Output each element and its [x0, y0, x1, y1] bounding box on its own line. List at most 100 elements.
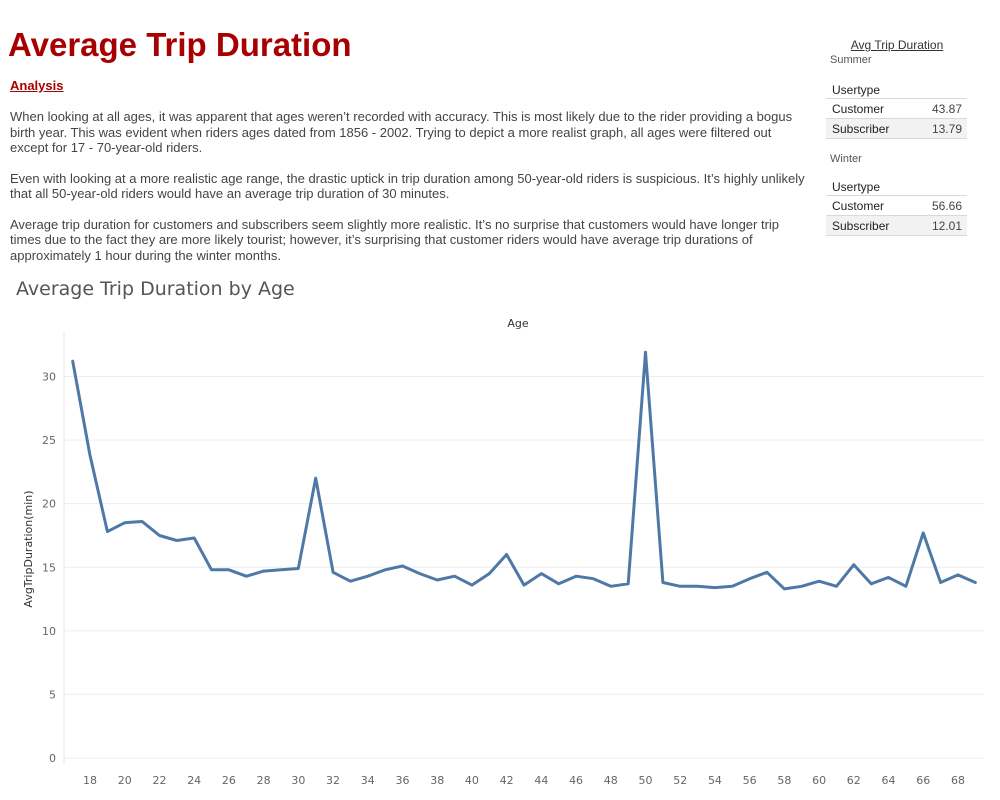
data-point[interactable]	[815, 577, 823, 585]
data-point[interactable]	[694, 582, 702, 590]
data-point[interactable]	[711, 584, 719, 592]
y-axis-title: AvgTripDuration(min)	[22, 490, 35, 607]
data-point[interactable]	[346, 577, 354, 585]
x-tick-label: 28	[257, 774, 271, 787]
x-tick-label: 46	[569, 774, 583, 787]
analysis-text: When looking at all ages, it was apparen…	[10, 109, 810, 278]
line-chart: 0 5 10 15 20 25 30 18 20 22 24 26 28 30 32 34 36 38 40 42 4…	[22, 317, 984, 787]
data-point[interactable]	[485, 570, 493, 578]
data-point[interactable]	[728, 582, 736, 590]
data-point[interactable]	[86, 451, 94, 459]
gridlines	[63, 332, 984, 764]
data-point[interactable]	[954, 571, 962, 579]
value-cell: 43.87	[914, 98, 967, 119]
data-point[interactable]	[433, 576, 441, 584]
summary-title[interactable]: Avg Trip Duration	[850, 38, 944, 52]
x-tick-label: 60	[812, 774, 826, 787]
data-point[interactable]	[260, 567, 268, 575]
data-point[interactable]	[312, 474, 320, 482]
usertype-cell: Customer	[826, 98, 915, 119]
data-point[interactable]	[659, 579, 667, 587]
x-tick-label: 24	[187, 774, 201, 787]
data-point[interactable]	[294, 565, 302, 573]
table-row[interactable]: Subscriber 12.01	[826, 215, 967, 236]
x-tick-label: 58	[777, 774, 791, 787]
x-tick-label: 26	[222, 774, 236, 787]
data-point[interactable]	[416, 570, 424, 578]
data-point[interactable]	[520, 581, 528, 589]
data-point[interactable]	[746, 575, 754, 583]
data-point[interactable]	[69, 357, 77, 365]
data-point[interactable]	[173, 537, 181, 545]
data-point[interactable]	[277, 566, 285, 574]
table-row[interactable]: Customer 43.87	[826, 98, 967, 119]
data-point[interactable]	[642, 348, 650, 356]
x-tick-label: 22	[152, 774, 166, 787]
data-point[interactable]	[937, 579, 945, 587]
x-tick-label: 54	[708, 774, 722, 787]
data-point[interactable]	[624, 580, 632, 588]
data-point[interactable]	[780, 585, 788, 593]
data-point[interactable]	[607, 582, 615, 590]
y-tick-label: 10	[42, 625, 56, 638]
data-point[interactable]	[798, 582, 806, 590]
x-tick-label: 42	[500, 774, 514, 787]
data-point[interactable]	[242, 572, 250, 580]
x-tick-label: 20	[118, 774, 132, 787]
analysis-paragraph: Even with looking at a more realistic ag…	[10, 170, 805, 202]
usertype-header: Usertype	[832, 180, 881, 194]
x-tick-label: 34	[361, 774, 375, 787]
data-point[interactable]	[919, 529, 927, 537]
table-row[interactable]: Subscriber 13.79	[826, 118, 967, 139]
data-point[interactable]	[850, 561, 858, 569]
data-point[interactable]	[503, 551, 511, 559]
data-point[interactable]	[537, 570, 545, 578]
data-point[interactable]	[885, 573, 893, 581]
y-tick-label: 0	[49, 752, 56, 765]
data-point[interactable]	[902, 582, 910, 590]
page-title: Average Trip Duration	[8, 26, 352, 63]
avg-trip-duration-panel: Avg Trip Duration Summer Usertype Custom…	[826, 38, 968, 236]
data-point[interactable]	[867, 580, 875, 588]
data-point[interactable]	[971, 579, 979, 587]
x-tick-label: 40	[465, 774, 479, 787]
data-point[interactable]	[329, 568, 337, 576]
x-tick-label: 38	[430, 774, 444, 787]
data-point[interactable]	[555, 580, 563, 588]
data-point[interactable]	[155, 531, 163, 539]
data-point[interactable]	[451, 572, 459, 580]
x-tick-label: 56	[743, 774, 757, 787]
data-point[interactable]	[190, 534, 198, 542]
data-point[interactable]	[225, 566, 233, 574]
data-point[interactable]	[832, 582, 840, 590]
data-point[interactable]	[103, 528, 111, 536]
data-point[interactable]	[589, 575, 597, 583]
data-point[interactable]	[208, 566, 216, 574]
value-cell: 56.66	[914, 195, 967, 216]
y-tick-label: 25	[42, 434, 56, 447]
x-tick-label: 68	[951, 774, 965, 787]
data-point[interactable]	[121, 519, 129, 527]
data-point[interactable]	[398, 562, 406, 570]
series-line[interactable]	[71, 350, 977, 591]
chart-title: Average Trip Duration by Age	[16, 278, 295, 300]
season-label-summer: Summer	[830, 54, 872, 66]
data-point[interactable]	[381, 566, 389, 574]
usertype-cell: Subscriber	[826, 118, 915, 139]
data-point[interactable]	[676, 582, 684, 590]
x-axis-title: Age	[507, 317, 529, 330]
table-row[interactable]: Customer 56.66	[826, 195, 967, 216]
y-tick-label: 15	[42, 561, 56, 574]
data-point[interactable]	[138, 517, 146, 525]
value-cell: 12.01	[914, 215, 967, 236]
data-point[interactable]	[572, 572, 580, 580]
value-cell: 13.79	[914, 118, 967, 139]
usertype-cell: Customer	[826, 195, 915, 216]
data-point[interactable]	[763, 568, 771, 576]
x-tick-label: 66	[916, 774, 930, 787]
data-point[interactable]	[468, 581, 476, 589]
summer-table: Usertype Customer 43.87 Subscriber 13.79	[826, 80, 967, 139]
data-point[interactable]	[364, 572, 372, 580]
x-tick-label: 64	[882, 774, 896, 787]
analysis-paragraph: When looking at all ages, it was apparen…	[10, 109, 793, 155]
